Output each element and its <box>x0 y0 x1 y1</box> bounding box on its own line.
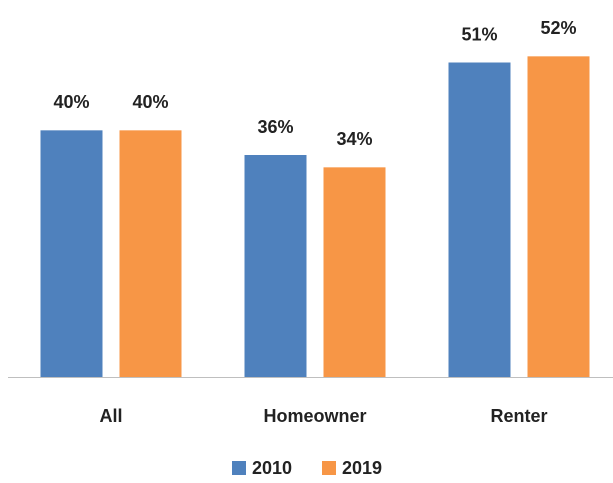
bar <box>40 130 103 377</box>
value-label: 36% <box>257 117 293 137</box>
x-tick-label: Homeowner <box>263 406 366 426</box>
value-label: 34% <box>336 129 372 149</box>
legend-label: 2010 <box>252 458 292 478</box>
value-label: 40% <box>132 92 168 112</box>
bar <box>527 56 590 377</box>
value-label: 52% <box>540 18 576 38</box>
x-tick-label: Renter <box>490 406 547 426</box>
bar <box>244 155 307 377</box>
value-label: 51% <box>461 24 497 44</box>
legend-swatch <box>232 461 246 475</box>
legend-swatch <box>322 461 336 475</box>
x-tick-label: All <box>99 406 122 426</box>
legend-label: 2019 <box>342 458 382 478</box>
bar <box>119 130 182 377</box>
bar <box>323 167 386 377</box>
bar <box>448 62 511 377</box>
value-label: 40% <box>53 92 89 112</box>
